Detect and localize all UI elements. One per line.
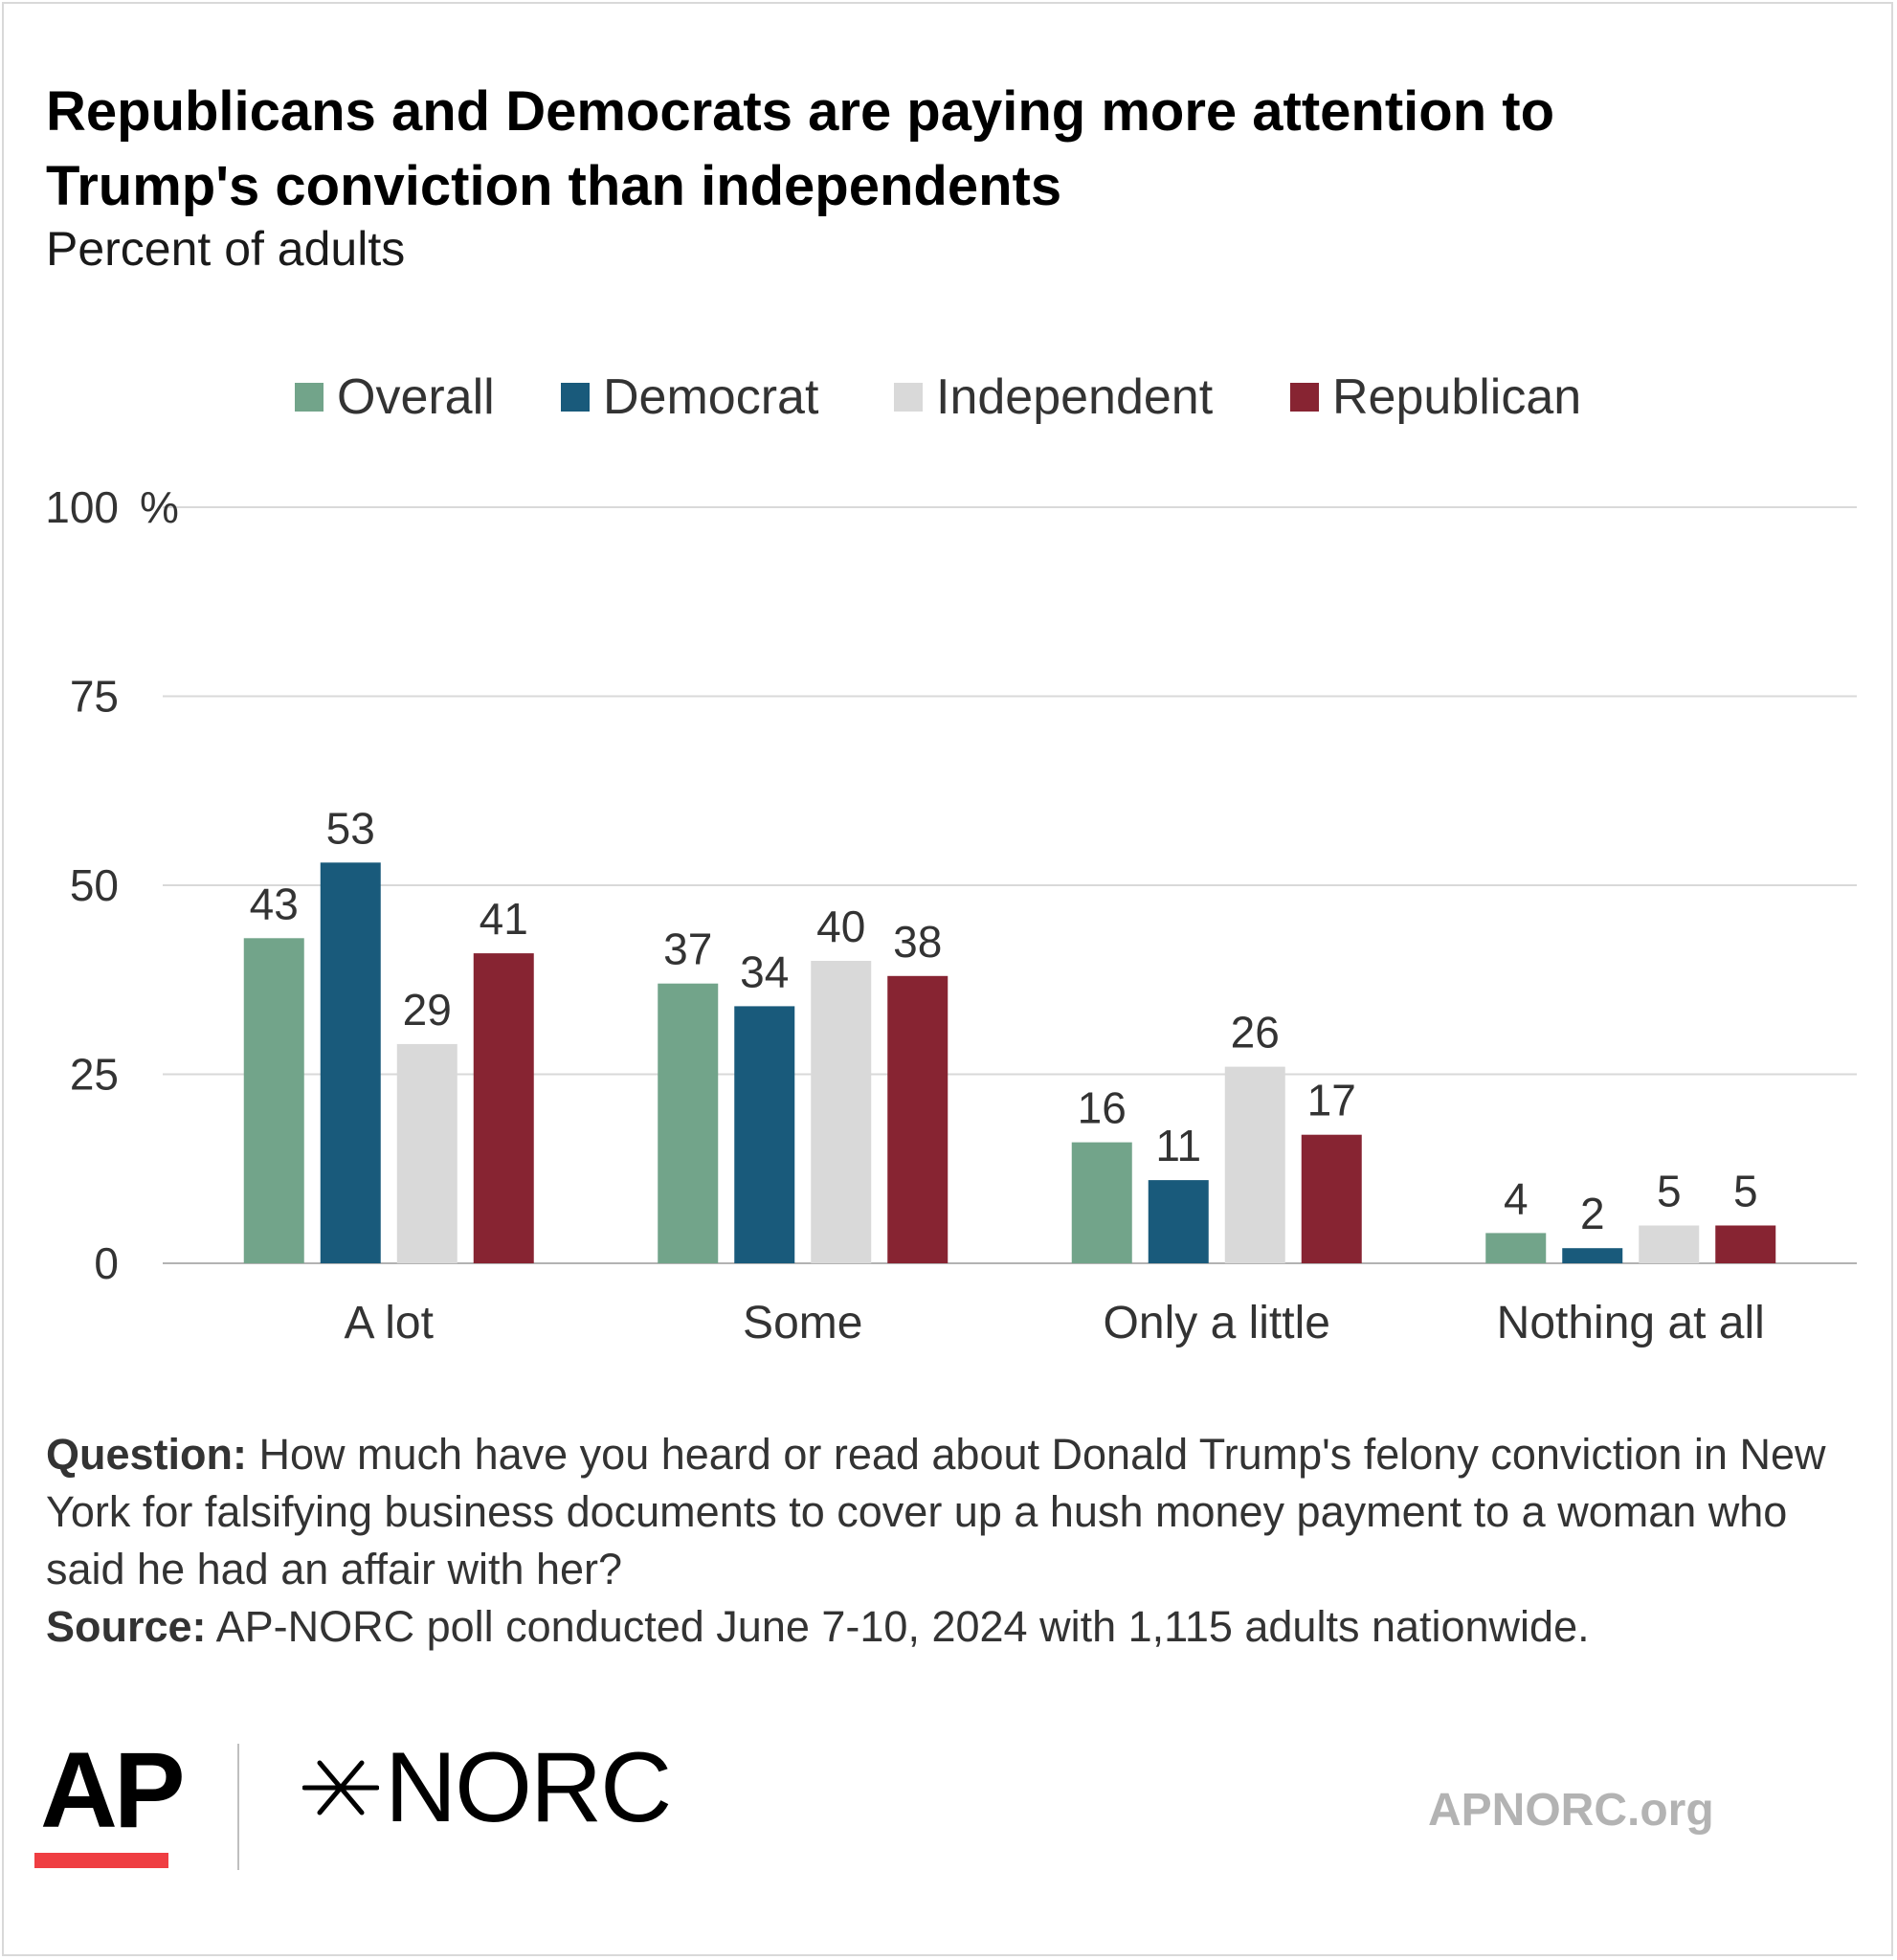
data-label: 37 — [663, 924, 712, 974]
data-label: 34 — [740, 947, 789, 996]
bar — [1301, 1134, 1362, 1263]
logo-divider — [237, 1744, 239, 1870]
norc-logo-text: NORC — [385, 1732, 672, 1843]
data-label: 16 — [1078, 1083, 1127, 1133]
bar — [320, 862, 381, 1263]
ap-logo-underline — [34, 1853, 168, 1868]
data-label: 53 — [326, 803, 375, 853]
bar — [1071, 1142, 1132, 1263]
legend-swatch-overall — [295, 383, 324, 412]
y-tick-label: 25 — [70, 1050, 119, 1100]
bar — [1148, 1180, 1209, 1263]
legend-label-independent: Independent — [936, 369, 1214, 425]
data-label: 29 — [403, 985, 452, 1035]
bar — [1485, 1233, 1547, 1263]
legend-item-democrat: Democrat — [561, 364, 818, 431]
source-note: Source: AP-NORC poll conducted June 7-10… — [46, 1598, 1826, 1656]
chart-notes: Question: How much have you heard or rea… — [46, 1426, 1826, 1656]
legend-swatch-independent — [894, 383, 923, 412]
legend-swatch-democrat — [561, 383, 590, 412]
question-note: Question: How much have you heard or rea… — [46, 1426, 1826, 1598]
legend-item-overall: Overall — [295, 364, 495, 431]
chart-subtitle: Percent of adults — [46, 222, 406, 276]
source-label: Source: — [46, 1602, 207, 1651]
y-tick-label: 75 — [70, 672, 119, 722]
legend-swatch-republican — [1290, 383, 1319, 412]
bar — [734, 1006, 795, 1263]
bar — [396, 1043, 458, 1263]
bar — [473, 953, 534, 1263]
y-unit-label: % — [140, 482, 179, 532]
legend-label-overall: Overall — [337, 369, 495, 425]
legend: Overall Democrat Independent Republican — [0, 364, 1897, 431]
legend-label-republican: Republican — [1332, 369, 1582, 425]
bar — [887, 975, 948, 1263]
data-label: 5 — [1657, 1167, 1682, 1216]
bar — [1639, 1225, 1700, 1263]
x-category-label: Some — [743, 1298, 862, 1348]
data-label: 41 — [480, 894, 528, 944]
bar — [1715, 1225, 1776, 1263]
data-label: 26 — [1231, 1008, 1280, 1058]
legend-item-independent: Independent — [894, 364, 1213, 431]
legend-item-republican: Republican — [1290, 364, 1581, 431]
question-label: Question: — [46, 1430, 247, 1479]
site-link[interactable]: APNORC.org — [1428, 1785, 1714, 1836]
norc-logo: NORC — [302, 1732, 672, 1843]
bar — [811, 961, 872, 1263]
y-tick-label: 100 — [45, 482, 119, 532]
y-tick-label: 50 — [70, 860, 119, 910]
source-text: AP-NORC poll conducted June 7-10, 2024 w… — [215, 1602, 1590, 1651]
data-label: 4 — [1504, 1173, 1529, 1223]
x-category-label: Nothing at all — [1497, 1298, 1765, 1348]
bar — [243, 938, 304, 1263]
data-label: 5 — [1733, 1167, 1758, 1216]
x-category-label: Only a little — [1104, 1298, 1330, 1348]
data-label: 11 — [1155, 1121, 1201, 1170]
legend-label-democrat: Democrat — [603, 369, 819, 425]
data-label: 43 — [250, 879, 299, 928]
bar — [1562, 1248, 1623, 1263]
x-category-label: A lot — [345, 1298, 434, 1348]
data-label: 17 — [1307, 1076, 1356, 1125]
data-label: 2 — [1580, 1189, 1605, 1238]
y-tick-label: 0 — [94, 1238, 119, 1288]
data-label: 40 — [816, 902, 865, 951]
data-label: 38 — [893, 917, 942, 967]
question-text: How much have you heard or read about Do… — [46, 1430, 1826, 1593]
norc-star-icon — [302, 1760, 379, 1815]
bar — [1224, 1066, 1285, 1263]
chart-title: Republicans and Democrats are paying mor… — [46, 80, 1554, 217]
bar — [658, 983, 719, 1263]
ap-logo: AP — [40, 1730, 186, 1850]
